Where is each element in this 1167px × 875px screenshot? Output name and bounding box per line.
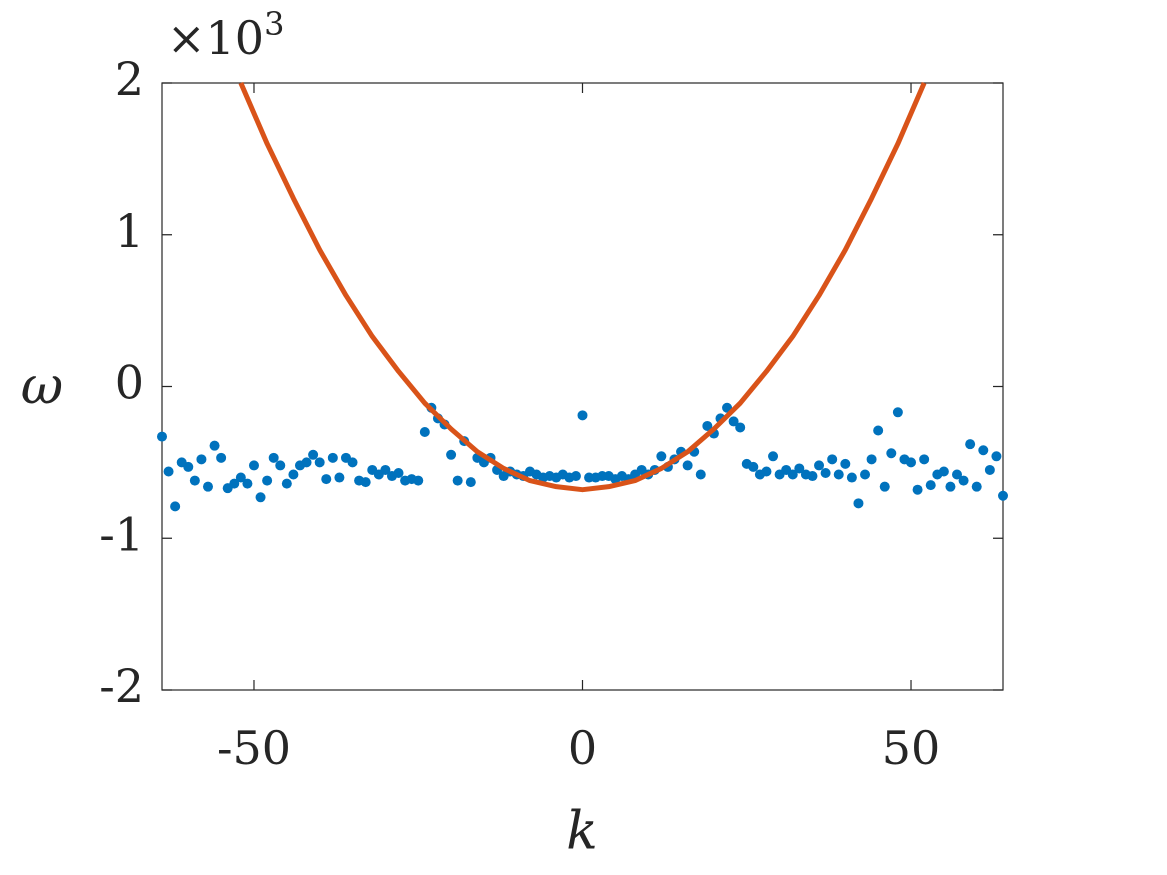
y-tick-label: -1: [99, 507, 144, 561]
scatter-point: [242, 478, 253, 489]
scatter-point: [768, 451, 779, 462]
scatter-point: [912, 484, 923, 495]
scatter-point: [656, 451, 667, 462]
scatter-point: [157, 431, 167, 442]
scatter-point: [860, 469, 871, 480]
scatter-point: [321, 474, 332, 485]
x-axis-label: k: [566, 802, 598, 862]
scatter-point: [998, 490, 1008, 501]
scatter-point: [958, 475, 969, 486]
scatter-point: [209, 440, 220, 451]
scatter-point: [308, 449, 319, 460]
scatter-point: [748, 461, 759, 472]
x-tick-label: 50: [882, 721, 941, 775]
scatter-point: [196, 454, 207, 465]
scatter-point: [314, 457, 325, 468]
scatter-point: [853, 498, 864, 509]
scatter-point: [952, 469, 963, 480]
scatter-point: [971, 481, 982, 492]
scatter-point: [183, 461, 194, 472]
scatter-point: [301, 457, 312, 468]
scatter-point: [735, 422, 746, 433]
scatter-point: [577, 410, 588, 421]
scatter-point: [919, 454, 930, 465]
scatter-point: [873, 425, 884, 436]
scatter-point: [846, 472, 857, 483]
curve: [238, 82, 927, 493]
scatter-point: [327, 452, 338, 463]
scatter-point: [202, 481, 213, 492]
scatter-point: [229, 478, 240, 489]
scatter-point: [170, 501, 181, 512]
y-tick-label: 2: [115, 52, 144, 106]
scatter-point: [925, 480, 936, 491]
scatter-point: [761, 466, 772, 477]
scatter-point: [879, 481, 890, 492]
multiplier-base: ×10: [167, 11, 264, 65]
scatter-point: [794, 463, 805, 474]
scatter-point: [814, 460, 825, 471]
scatter-point: [216, 452, 227, 463]
scatter-point: [288, 469, 299, 480]
scatter-point: [728, 416, 739, 427]
scatter-point: [347, 457, 358, 468]
x-tick-label: 0: [568, 721, 597, 775]
scatter-point: [452, 475, 463, 486]
scatter-point: [807, 471, 818, 482]
scatter-point: [945, 481, 956, 492]
y-tick-label: 0: [115, 356, 144, 410]
scatter-point: [906, 457, 917, 468]
scatter-point: [465, 477, 476, 488]
y-axis-label: ω: [21, 357, 63, 417]
scatter-point: [991, 451, 1002, 462]
y-tick-label: -2: [99, 659, 144, 713]
scatter-point: [275, 460, 286, 471]
scatter-point: [892, 407, 903, 418]
scatter-point: [268, 452, 279, 463]
scatter-point: [866, 454, 877, 465]
scatter-point: [827, 454, 838, 465]
scatter-point: [446, 449, 457, 460]
scatter-point: [938, 466, 949, 477]
scatter-point: [965, 439, 976, 450]
scatter-point: [393, 467, 404, 478]
scatter-point: [682, 460, 693, 471]
scatter-point: [360, 477, 371, 488]
scatter-point: [840, 458, 851, 469]
scatter-point: [419, 427, 430, 438]
scatter-point: [380, 464, 391, 475]
scatter-point: [163, 466, 174, 477]
scatter-point: [833, 469, 844, 480]
scatter-point: [570, 471, 581, 482]
scatter-point: [235, 472, 246, 483]
scatter-point: [820, 467, 831, 478]
scatter-point: [413, 475, 424, 486]
scatter-point: [787, 469, 798, 480]
scatter-point: [255, 492, 266, 503]
multiplier-power: 3: [264, 5, 284, 43]
scatter-point: [978, 445, 989, 456]
x-tick-label: -50: [217, 721, 291, 775]
scatter-point: [248, 460, 259, 471]
scatter-point: [702, 420, 713, 431]
scatter-point: [886, 448, 897, 459]
y-multiplier: ×103: [167, 5, 284, 66]
scatter-point: [334, 472, 345, 483]
scatter-point: [984, 464, 995, 475]
scatter-point: [281, 478, 292, 489]
y-tick-label: 1: [115, 204, 144, 258]
scatter-point: [262, 475, 273, 486]
scatter-point: [695, 469, 706, 480]
scatter-point: [189, 475, 200, 486]
